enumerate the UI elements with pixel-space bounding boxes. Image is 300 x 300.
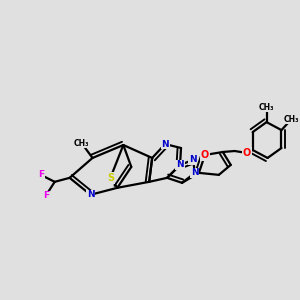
Text: N: N: [87, 190, 94, 199]
Text: N: N: [191, 168, 199, 177]
Text: N: N: [161, 140, 169, 148]
Text: O: O: [242, 148, 251, 158]
Text: CH₃: CH₃: [259, 103, 274, 112]
Text: S: S: [107, 173, 114, 183]
Text: N: N: [176, 160, 184, 169]
Text: N: N: [176, 160, 184, 169]
Text: CH₃: CH₃: [284, 115, 299, 124]
Text: CH₃: CH₃: [74, 139, 89, 148]
Text: N: N: [189, 155, 197, 164]
Text: F: F: [38, 170, 44, 179]
Text: O: O: [201, 150, 209, 160]
Text: F: F: [43, 191, 49, 200]
